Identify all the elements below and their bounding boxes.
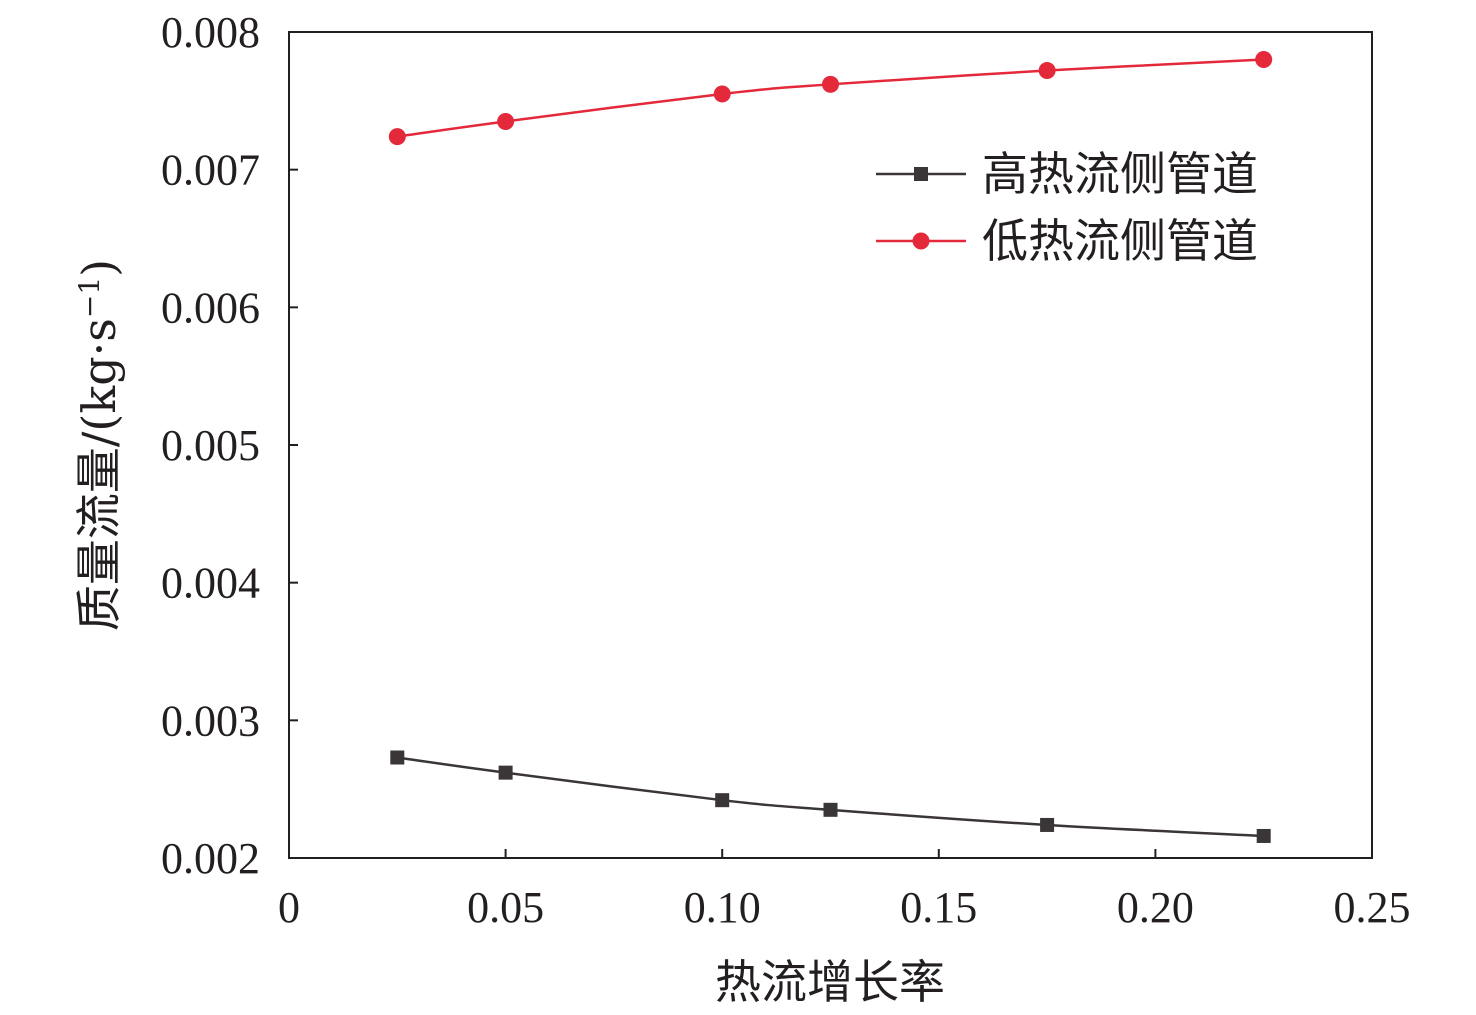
- x-tick-label-2: 0.10: [684, 883, 761, 932]
- y-axis-title: 质量流量/(kg·s−1): [72, 259, 126, 631]
- y-tick-label-1: 0.003: [161, 696, 260, 745]
- y-tick-label-5: 0.007: [161, 146, 260, 195]
- x-tick-label-0: 0: [278, 883, 300, 932]
- series-line-0: [397, 756, 1264, 838]
- series-1-point-1: [497, 112, 515, 130]
- series-0-point-5: [1256, 828, 1271, 843]
- y-tick-label-3: 0.005: [161, 421, 260, 470]
- x-tick-label-1: 0.05: [467, 883, 544, 932]
- x-axis: 0 0.05 0.10 0.15 0.20 0.25: [278, 849, 1411, 932]
- series-0-point-0: [390, 750, 405, 765]
- y-tick-label-0: 0.002: [161, 834, 260, 883]
- x-tick-label-4: 0.20: [1117, 883, 1194, 932]
- legend: 高热流侧管道 低热流侧管道: [876, 147, 1258, 268]
- series-line-1: [397, 58, 1264, 138]
- y-tick-label-6: 0.008: [161, 8, 260, 57]
- legend-square-marker: [914, 167, 928, 181]
- x-tick-label-5: 0.25: [1334, 883, 1411, 932]
- series-1-point-3: [822, 75, 839, 93]
- x-tick-label-3: 0.15: [900, 883, 977, 932]
- legend-circle-marker: [912, 232, 930, 250]
- series-0-point-3: [823, 802, 838, 817]
- legend-label-1: 低热流侧管道: [982, 214, 1258, 268]
- legend-entry-1: 低热流侧管道: [876, 214, 1258, 268]
- plot-series: [388, 51, 1273, 843]
- series-1-point-0: [388, 128, 406, 146]
- series-1-point-2: [713, 85, 731, 103]
- series-1-point-4: [1038, 62, 1056, 80]
- y-tick-label-4: 0.006: [161, 283, 260, 332]
- y-axis-title-main: 质量流量/(kg·s: [72, 318, 126, 631]
- x-axis-title: 热流增长率: [715, 955, 945, 1009]
- y-axis-title-superscript: −1: [73, 277, 106, 318]
- y-tick-label-2: 0.004: [161, 559, 260, 608]
- series-0-point-1: [498, 765, 513, 780]
- series-1-point-5: [1255, 51, 1273, 69]
- y-axis: 0.002 0.003 0.004 0.005 0.006 0.007 0.008: [161, 8, 298, 883]
- legend-entry-0: 高热流侧管道: [876, 147, 1258, 201]
- y-axis-title-close: ): [72, 259, 126, 277]
- legend-label-0: 高热流侧管道: [982, 147, 1258, 201]
- series-0-point-4: [1040, 817, 1055, 832]
- series-0-point-2: [715, 793, 730, 808]
